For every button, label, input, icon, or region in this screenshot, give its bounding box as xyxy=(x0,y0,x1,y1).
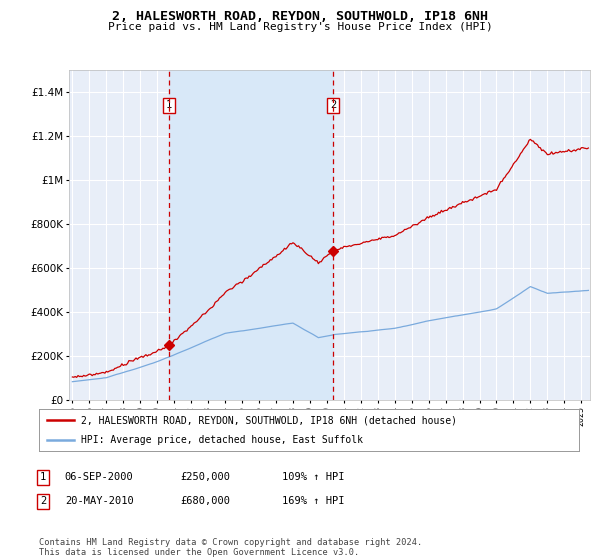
Text: 1: 1 xyxy=(166,100,172,110)
Bar xyxy=(169,70,333,400)
Text: 2: 2 xyxy=(330,100,337,110)
Text: 20-MAY-2010: 20-MAY-2010 xyxy=(65,496,134,506)
Text: 06-SEP-2000: 06-SEP-2000 xyxy=(65,472,134,482)
Text: Contains HM Land Registry data © Crown copyright and database right 2024.
This d: Contains HM Land Registry data © Crown c… xyxy=(39,538,422,557)
Text: 169% ↑ HPI: 169% ↑ HPI xyxy=(282,496,344,506)
Text: £680,000: £680,000 xyxy=(180,496,230,506)
Text: 2, HALESWORTH ROAD, REYDON, SOUTHWOLD, IP18 6NH: 2, HALESWORTH ROAD, REYDON, SOUTHWOLD, I… xyxy=(112,10,488,23)
Text: £250,000: £250,000 xyxy=(180,472,230,482)
Text: 109% ↑ HPI: 109% ↑ HPI xyxy=(282,472,344,482)
Text: HPI: Average price, detached house, East Suffolk: HPI: Average price, detached house, East… xyxy=(81,435,363,445)
Text: Price paid vs. HM Land Registry's House Price Index (HPI): Price paid vs. HM Land Registry's House … xyxy=(107,22,493,32)
Text: 2, HALESWORTH ROAD, REYDON, SOUTHWOLD, IP18 6NH (detached house): 2, HALESWORTH ROAD, REYDON, SOUTHWOLD, I… xyxy=(81,415,457,425)
Text: 2: 2 xyxy=(40,496,46,506)
Text: 1: 1 xyxy=(40,472,46,482)
